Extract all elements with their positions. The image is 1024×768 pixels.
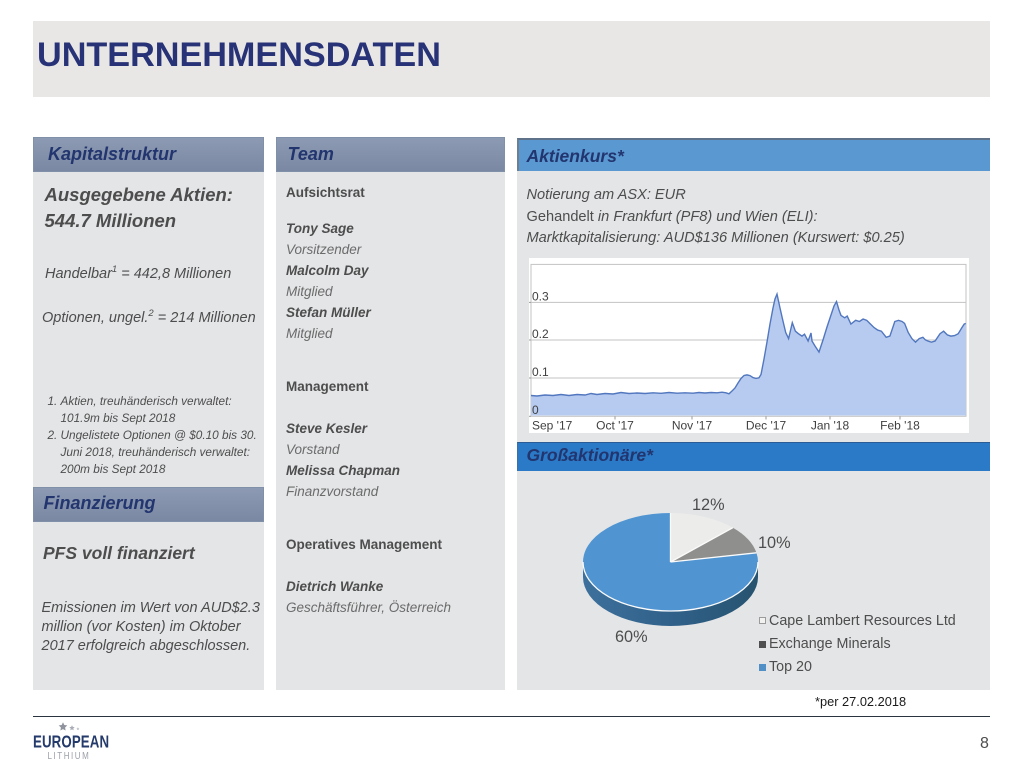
svg-text:Jan '18: Jan '18 <box>811 419 850 433</box>
svg-text:Oct '17: Oct '17 <box>596 419 634 433</box>
svg-text:Sep '17: Sep '17 <box>532 419 573 433</box>
svg-text:Dec '17: Dec '17 <box>746 419 787 433</box>
svg-text:Nov '17: Nov '17 <box>672 419 713 433</box>
svg-text:0.2: 0.2 <box>532 327 549 341</box>
svg-text:0: 0 <box>532 403 539 417</box>
svg-text:0.1: 0.1 <box>532 365 549 379</box>
svg-text:0.3: 0.3 <box>532 290 549 304</box>
svg-text:Feb '18: Feb '18 <box>880 419 920 433</box>
